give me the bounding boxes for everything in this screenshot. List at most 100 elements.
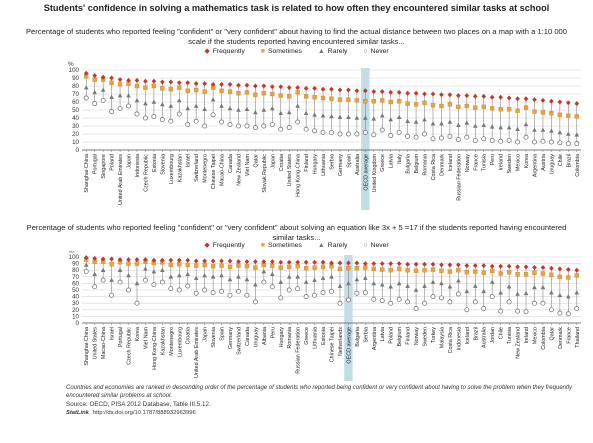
point-rarely: [117, 93, 123, 98]
point-never: [540, 138, 546, 144]
point-frequently: [312, 85, 317, 91]
point-frequently: [456, 262, 461, 268]
point-sometimes: [574, 114, 579, 119]
point-rarely: [481, 122, 487, 127]
point-never: [92, 101, 98, 107]
point-frequently: [388, 89, 394, 95]
point-never: [430, 294, 436, 300]
point-frequently: [515, 96, 520, 102]
point-never: [236, 288, 241, 294]
point-frequently: [261, 83, 267, 89]
point-frequently: [253, 83, 258, 89]
category-label: Mexico: [516, 154, 522, 171]
point-frequently: [117, 257, 123, 263]
point-never: [447, 299, 453, 305]
legend-never-label: Never: [370, 242, 389, 249]
category-label: Colombia: [575, 154, 581, 177]
category-label: Latvia: [380, 327, 386, 341]
point-sometimes: [320, 95, 326, 101]
point-rarely: [515, 126, 520, 131]
point-never: [244, 123, 250, 129]
category-label: United Arab Emirates: [118, 154, 124, 205]
point-frequently: [109, 256, 114, 262]
category-label: Montenegro: [203, 154, 209, 183]
category-label: Germany: [338, 154, 344, 176]
point-never: [100, 277, 106, 283]
point-never: [396, 296, 402, 302]
category-label: Romania: [287, 327, 293, 349]
point-never: [405, 299, 411, 305]
statlink[interactable]: StatLink http://dx.doi.org/10.1787/888932…: [66, 410, 196, 416]
oecd-highlight-band: [344, 255, 353, 381]
category-label: Serbia: [330, 154, 336, 170]
point-never: [252, 125, 258, 131]
point-sometimes: [210, 264, 216, 269]
point-never: [396, 129, 402, 135]
point-rarely: [532, 284, 537, 290]
point-frequently: [92, 255, 97, 261]
point-rarely: [489, 124, 495, 129]
point-sometimes: [498, 107, 503, 112]
y-tick-label: 50: [72, 287, 79, 294]
point-frequently: [523, 96, 529, 102]
point-never: [438, 295, 444, 301]
point-sometimes: [168, 87, 173, 92]
category-label: Singapore: [101, 154, 107, 179]
legend-never: ○ Never: [363, 241, 388, 250]
point-rarely: [134, 281, 140, 286]
point-never: [345, 131, 351, 137]
point-frequently: [329, 86, 334, 92]
point-rarely: [388, 117, 394, 122]
category-label: Iceland: [465, 327, 471, 344]
point-sometimes: [312, 95, 317, 100]
point-rarely: [278, 110, 284, 115]
point-frequently: [219, 258, 224, 264]
point-frequently: [202, 81, 207, 87]
point-rarely: [202, 273, 207, 278]
point-frequently: [405, 261, 410, 267]
point-sometimes: [354, 98, 360, 103]
point-rarely: [379, 113, 385, 118]
y-axis-label: %: [68, 251, 74, 255]
category-label: Uruguay: [253, 327, 259, 348]
point-rarely: [549, 290, 554, 295]
point-rarely: [244, 106, 250, 111]
point-never: [117, 279, 123, 285]
point-sometimes: [363, 265, 368, 270]
point-rarely: [388, 284, 394, 289]
oecd-highlight-band: [361, 68, 370, 210]
point-never: [312, 128, 318, 134]
point-frequently: [566, 267, 571, 273]
point-frequently: [481, 263, 487, 269]
diamond-icon: ◆: [204, 48, 210, 55]
y-tick-label: 90: [72, 261, 79, 268]
point-never: [557, 310, 563, 316]
point-frequently: [295, 85, 300, 91]
statlink-url[interactable]: http://dx.doi.org/10.1787/888932963996: [92, 410, 196, 416]
point-rarely: [168, 103, 174, 108]
point-never: [574, 141, 580, 147]
point-rarely: [464, 288, 470, 294]
point-rarely: [219, 103, 224, 108]
point-frequently: [371, 261, 377, 267]
point-frequently: [303, 85, 309, 91]
category-label: Kazakhstan: [177, 154, 183, 182]
category-label: Costa Rica: [431, 154, 437, 180]
point-frequently: [236, 82, 241, 88]
point-rarely: [523, 290, 529, 296]
category-label: Czech Republic: [127, 327, 133, 365]
point-never: [371, 132, 377, 138]
point-frequently: [489, 263, 495, 269]
legend-rarely: ▲ Rarely: [318, 241, 348, 250]
legend-never: ○ Never: [363, 47, 388, 56]
point-rarely: [219, 273, 224, 278]
category-label: Korea: [135, 327, 141, 341]
point-sometimes: [312, 265, 317, 270]
category-label: Macao-China: [101, 327, 107, 359]
point-rarely: [532, 127, 537, 132]
category-label: Luxembourg: [169, 154, 175, 184]
point-sometimes: [329, 96, 334, 101]
point-never: [498, 308, 504, 314]
category-label: Netherlands: [338, 327, 344, 356]
point-frequently: [396, 89, 402, 95]
